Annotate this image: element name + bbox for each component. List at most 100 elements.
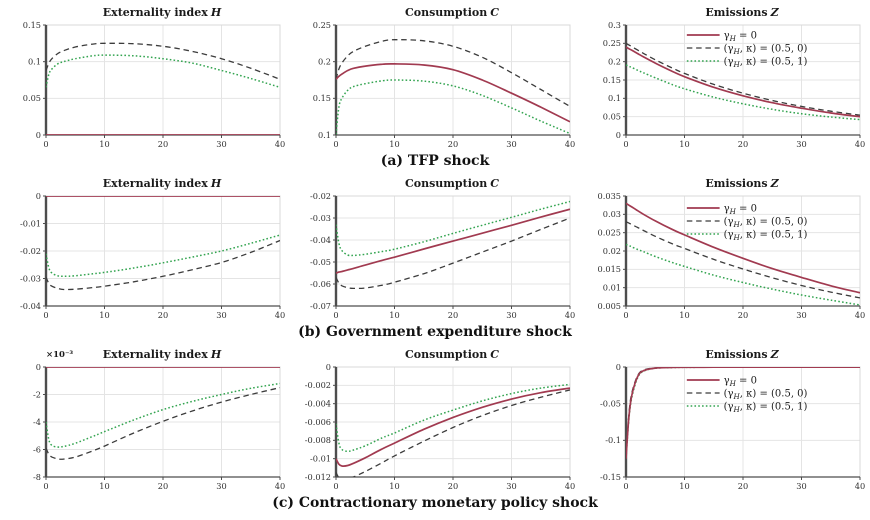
svg-text:10: 10: [99, 481, 109, 491]
svg-text:0: 0: [623, 481, 628, 491]
svg-text:0.025: 0.025: [598, 227, 621, 237]
row-government-expenditure-shock: Externality index H 0 10 20 30 40 -0.04 -0.03 -0…: [0, 171, 870, 323]
svg-text:0.15: 0.15: [23, 20, 41, 30]
chart-title: Emissions Z: [705, 6, 779, 19]
panel-mp-consumption: Consumption C 0 10 20 30 40 -0.012 -0.01 -0.008 -…: [290, 347, 580, 494]
svg-text:10: 10: [389, 310, 399, 320]
svg-text:40: 40: [275, 310, 285, 320]
chart-title: Consumption C: [405, 6, 499, 19]
svg-text:0: 0: [333, 139, 338, 149]
svg-text:30: 30: [216, 481, 226, 491]
chart-title: Consumption C: [405, 348, 499, 361]
svg-text:20: 20: [158, 310, 168, 320]
svg-text:0: 0: [623, 310, 628, 320]
svg-text:γH = 0: γH = 0: [724, 376, 757, 388]
svg-text:-2: -2: [33, 389, 41, 399]
panel-tfp-externality: Externality index H 0 10 20 30 40 0 0.05 0.1 0.15: [0, 5, 290, 152]
panel-gov-externality: Externality index H 0 10 20 30 40 -0.04 -0.03 -0…: [0, 176, 290, 323]
svg-text:10: 10: [679, 310, 689, 320]
svg-text:0: 0: [36, 362, 41, 372]
panel-gov-consumption: Consumption C 0 10 20 30 40 -0.07 -0.06 -0.05 -0.…: [290, 176, 580, 323]
axis-exponent-label: ×10⁻³: [46, 350, 74, 360]
chart-title: Consumption C: [405, 177, 499, 190]
panel-mp-externality: Externality index H ×10⁻³ 0 10 20 30 40 -8 -6 -4…: [0, 347, 290, 494]
row-tfp-shock: Externality index H 0 10 20 30 40 0 0.05 0.1 0.15…: [0, 0, 870, 152]
line-chart-tfp-consumption: 0 10 20 30 40 0.1 0.15 0.2 0.25: [313, 20, 575, 149]
svg-text:40: 40: [855, 481, 865, 491]
panel-mp-emissions: Emissions Z 0 10 20 30 40 -0.15 -0.1 -0.05 0 γH = …: [580, 347, 870, 494]
svg-text:0: 0: [333, 310, 338, 320]
chart-title: Emissions Z: [705, 177, 779, 190]
svg-text:10: 10: [679, 481, 689, 491]
svg-text:-0.002: -0.002: [305, 380, 331, 390]
svg-text:-0.01: -0.01: [20, 218, 41, 228]
svg-text:γH = 0: γH = 0: [724, 204, 757, 216]
line-chart-tfp-externality: 0 10 20 30 40 0 0.05 0.1 0.15: [23, 20, 285, 149]
chart-title: Externality index H: [102, 6, 222, 19]
svg-text:(γH, κ) = (0.5, 1): (γH, κ) = (0.5, 1): [724, 402, 808, 414]
svg-text:0: 0: [43, 139, 48, 149]
svg-text:0: 0: [616, 362, 621, 372]
svg-text:-0.03: -0.03: [20, 273, 41, 283]
svg-text:-0.012: -0.012: [305, 472, 331, 482]
panel-tfp-consumption: Consumption C 0 10 20 30 40 0.1 0.15 0.2 0.25: [290, 5, 580, 152]
svg-text:30: 30: [506, 310, 516, 320]
line-chart-mp-consumption: 0 10 20 30 40 -0.012 -0.01 -0.008 -0.006 -0.004 -0…: [305, 362, 575, 491]
caption-tfp-shock: (a) TFP shock: [380, 153, 490, 169]
chart-title: Emissions Z: [705, 348, 779, 361]
svg-text:0: 0: [616, 130, 621, 140]
svg-text:0: 0: [333, 481, 338, 491]
svg-text:0.1: 0.1: [318, 130, 331, 140]
svg-text:20: 20: [448, 139, 458, 149]
svg-text:40: 40: [565, 481, 575, 491]
svg-text:30: 30: [506, 139, 516, 149]
svg-text:0.01: 0.01: [603, 282, 621, 292]
svg-text:-8: -8: [33, 472, 41, 482]
svg-text:10: 10: [99, 139, 109, 149]
svg-text:-0.004: -0.004: [305, 398, 331, 408]
svg-text:20: 20: [738, 310, 748, 320]
svg-text:-6: -6: [33, 444, 41, 454]
svg-text:-0.01: -0.01: [310, 453, 331, 463]
svg-text:0.3: 0.3: [608, 20, 621, 30]
svg-text:-0.1: -0.1: [605, 435, 621, 445]
line-chart-gov-emissions: 0 10 20 30 40 0.005 0.01 0.015 0.02 0.025 0.03 0.03…: [598, 191, 866, 320]
svg-text:10: 10: [679, 139, 689, 149]
svg-text:-0.02: -0.02: [310, 191, 331, 201]
svg-text:20: 20: [158, 481, 168, 491]
svg-text:(γH, κ) = (0.5, 1): (γH, κ) = (0.5, 1): [724, 57, 808, 69]
svg-text:30: 30: [796, 139, 806, 149]
svg-text:0: 0: [36, 191, 41, 201]
svg-text:-4: -4: [33, 417, 41, 427]
chart-title: Externality index H: [102, 177, 222, 190]
svg-text:0.03: 0.03: [603, 209, 621, 219]
row-monetary-policy-shock: Externality index H ×10⁻³ 0 10 20 30 40 -8 -6 -4…: [0, 342, 870, 494]
svg-text:γH = 0: γH = 0: [724, 31, 757, 43]
svg-text:0.1: 0.1: [28, 56, 41, 66]
caption-monetary-policy-shock: (c) Contractionary monetary policy shock: [272, 495, 598, 511]
svg-text:0.2: 0.2: [608, 56, 621, 66]
svg-text:0.2: 0.2: [318, 56, 331, 66]
svg-text:0.005: 0.005: [598, 301, 621, 311]
svg-text:40: 40: [565, 139, 575, 149]
svg-text:-0.15: -0.15: [600, 472, 621, 482]
svg-text:40: 40: [275, 481, 285, 491]
svg-text:0: 0: [623, 139, 628, 149]
svg-text:10: 10: [389, 139, 399, 149]
svg-text:0.15: 0.15: [313, 93, 331, 103]
caption-government-expenditure-shock: (b) Government expenditure shock: [298, 324, 572, 340]
svg-text:0.25: 0.25: [603, 38, 621, 48]
line-chart-gov-consumption: 0 10 20 30 40 -0.07 -0.06 -0.05 -0.04 -0.03 -0.02: [310, 191, 575, 320]
svg-text:20: 20: [448, 310, 458, 320]
svg-text:20: 20: [738, 481, 748, 491]
svg-text:40: 40: [855, 139, 865, 149]
svg-text:20: 20: [448, 481, 458, 491]
line-chart-mp-externality: 0 10 20 30 40 -8 -6 -4 -2 0: [33, 362, 285, 491]
svg-text:20: 20: [158, 139, 168, 149]
svg-text:-0.04: -0.04: [20, 301, 41, 311]
svg-text:(γH, κ) = (0.5, 0): (γH, κ) = (0.5, 0): [724, 217, 808, 229]
svg-text:40: 40: [565, 310, 575, 320]
panel-tfp-emissions: Emissions Z 0 10 20 30 40 0 0.05 0.1 0.15 0.2 0.25 0…: [580, 5, 870, 152]
